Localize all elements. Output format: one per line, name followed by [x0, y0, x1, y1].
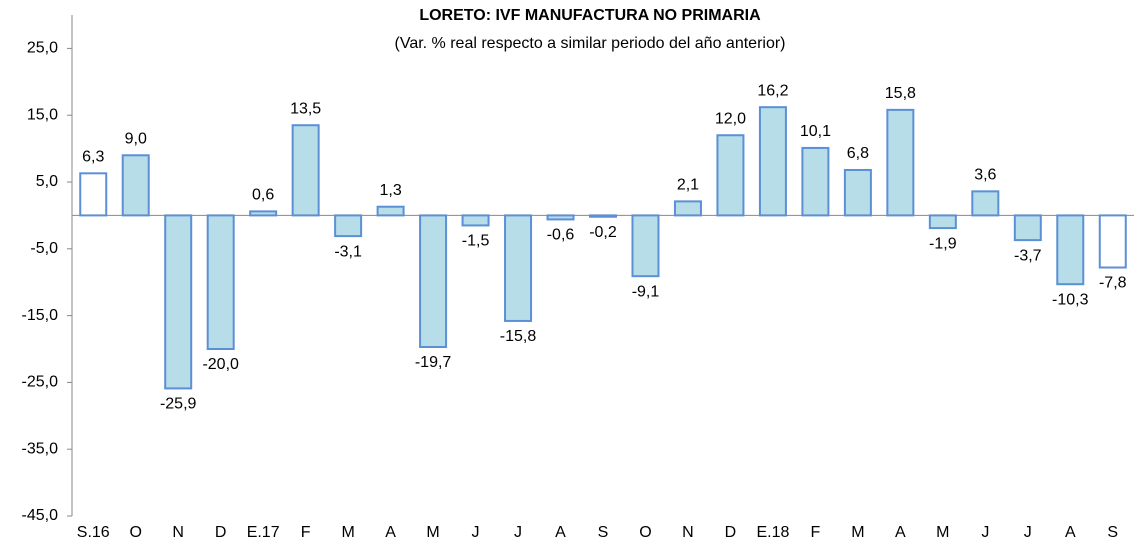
bar: [249, 210, 278, 217]
bar: [673, 200, 702, 217]
x-tick-label: J: [1024, 524, 1032, 541]
value-label: -9,1: [632, 283, 660, 300]
y-tick-label: -45,0: [22, 507, 59, 524]
value-label: -7,8: [1099, 275, 1127, 292]
value-label: -15,8: [500, 328, 537, 345]
value-label: -1,9: [929, 235, 957, 252]
bar: [206, 214, 235, 350]
x-tick-label: J: [514, 524, 522, 541]
x-tick-label: M: [341, 524, 354, 541]
x-tick-label: E.18: [756, 524, 789, 541]
value-label: -25,9: [160, 396, 197, 413]
value-label: 10,1: [800, 123, 831, 140]
x-tick-label: M: [851, 524, 864, 541]
value-label: -1,5: [462, 233, 490, 250]
y-tick-label: -25,0: [22, 374, 59, 391]
x-tick-label: M: [936, 524, 949, 541]
x-tick-label: N: [172, 524, 184, 541]
x-tick-label: E.17: [247, 524, 280, 541]
x-tick-label: A: [385, 524, 396, 541]
bar: [546, 214, 575, 221]
x-tick-label: A: [1065, 524, 1076, 541]
x-tick-label: S: [1107, 524, 1118, 541]
bar: [631, 214, 660, 278]
value-label: 15,8: [885, 85, 916, 102]
value-label: -0,2: [589, 224, 617, 241]
y-tick-label: -35,0: [22, 440, 59, 457]
value-label: 6,8: [847, 145, 869, 162]
bar: [164, 214, 193, 390]
x-tick-label: A: [555, 524, 566, 541]
x-tick-label: F: [301, 524, 311, 541]
bar: [121, 154, 150, 217]
bar: [971, 190, 1000, 217]
y-tick-label: 25,0: [27, 40, 58, 57]
bar: [1013, 214, 1042, 242]
x-tick-label: O: [129, 524, 141, 541]
x-tick-label: N: [682, 524, 694, 541]
value-label: -19,7: [415, 354, 452, 371]
x-tick-label: J: [472, 524, 480, 541]
bar: [1056, 214, 1085, 286]
value-label: 12,0: [715, 110, 746, 127]
x-tick-label: F: [811, 524, 821, 541]
bar: [716, 134, 745, 217]
bar: [801, 146, 830, 217]
bar: [334, 214, 363, 238]
bar: [843, 168, 872, 217]
x-tick-label: A: [895, 524, 906, 541]
value-label: -20,0: [202, 356, 239, 373]
x-tick-label: D: [725, 524, 737, 541]
y-tick-label: 15,0: [27, 106, 58, 123]
value-label: 1,3: [379, 182, 401, 199]
bar: [928, 214, 957, 230]
x-tick-label: D: [215, 524, 227, 541]
bar: [1098, 214, 1127, 269]
chart-title: LORETO: IVF MANUFACTURA NO PRIMARIA: [419, 7, 761, 24]
bar: [504, 214, 533, 322]
value-label: -3,7: [1014, 247, 1042, 264]
y-tick-label: -5,0: [30, 240, 58, 257]
bar: [79, 172, 108, 217]
bar: [886, 108, 915, 217]
x-tick-label: O: [639, 524, 651, 541]
value-label: -3,1: [334, 243, 362, 260]
bar: [376, 205, 405, 217]
value-label: -0,6: [547, 227, 575, 244]
value-label: 3,6: [974, 167, 996, 184]
bar: [461, 214, 490, 227]
chart-subtitle: (Var. % real respecto a similar periodo …: [395, 35, 786, 52]
x-tick-label: M: [426, 524, 439, 541]
value-label: 0,6: [252, 187, 274, 204]
value-label: -10,3: [1052, 291, 1089, 308]
value-label: 16,2: [757, 82, 788, 99]
x-tick-label: S.16: [77, 524, 110, 541]
bar: [291, 124, 320, 217]
value-label: 9,0: [125, 130, 147, 147]
value-label: 2,1: [677, 177, 699, 194]
bar: [419, 214, 448, 348]
value-label: 6,3: [82, 149, 104, 166]
bar: [758, 106, 787, 217]
x-tick-label: S: [598, 524, 609, 541]
y-tick-label: 5,0: [36, 173, 58, 190]
y-tick-label: -15,0: [22, 307, 59, 324]
value-label: 13,5: [290, 100, 321, 117]
x-tick-label: J: [981, 524, 989, 541]
